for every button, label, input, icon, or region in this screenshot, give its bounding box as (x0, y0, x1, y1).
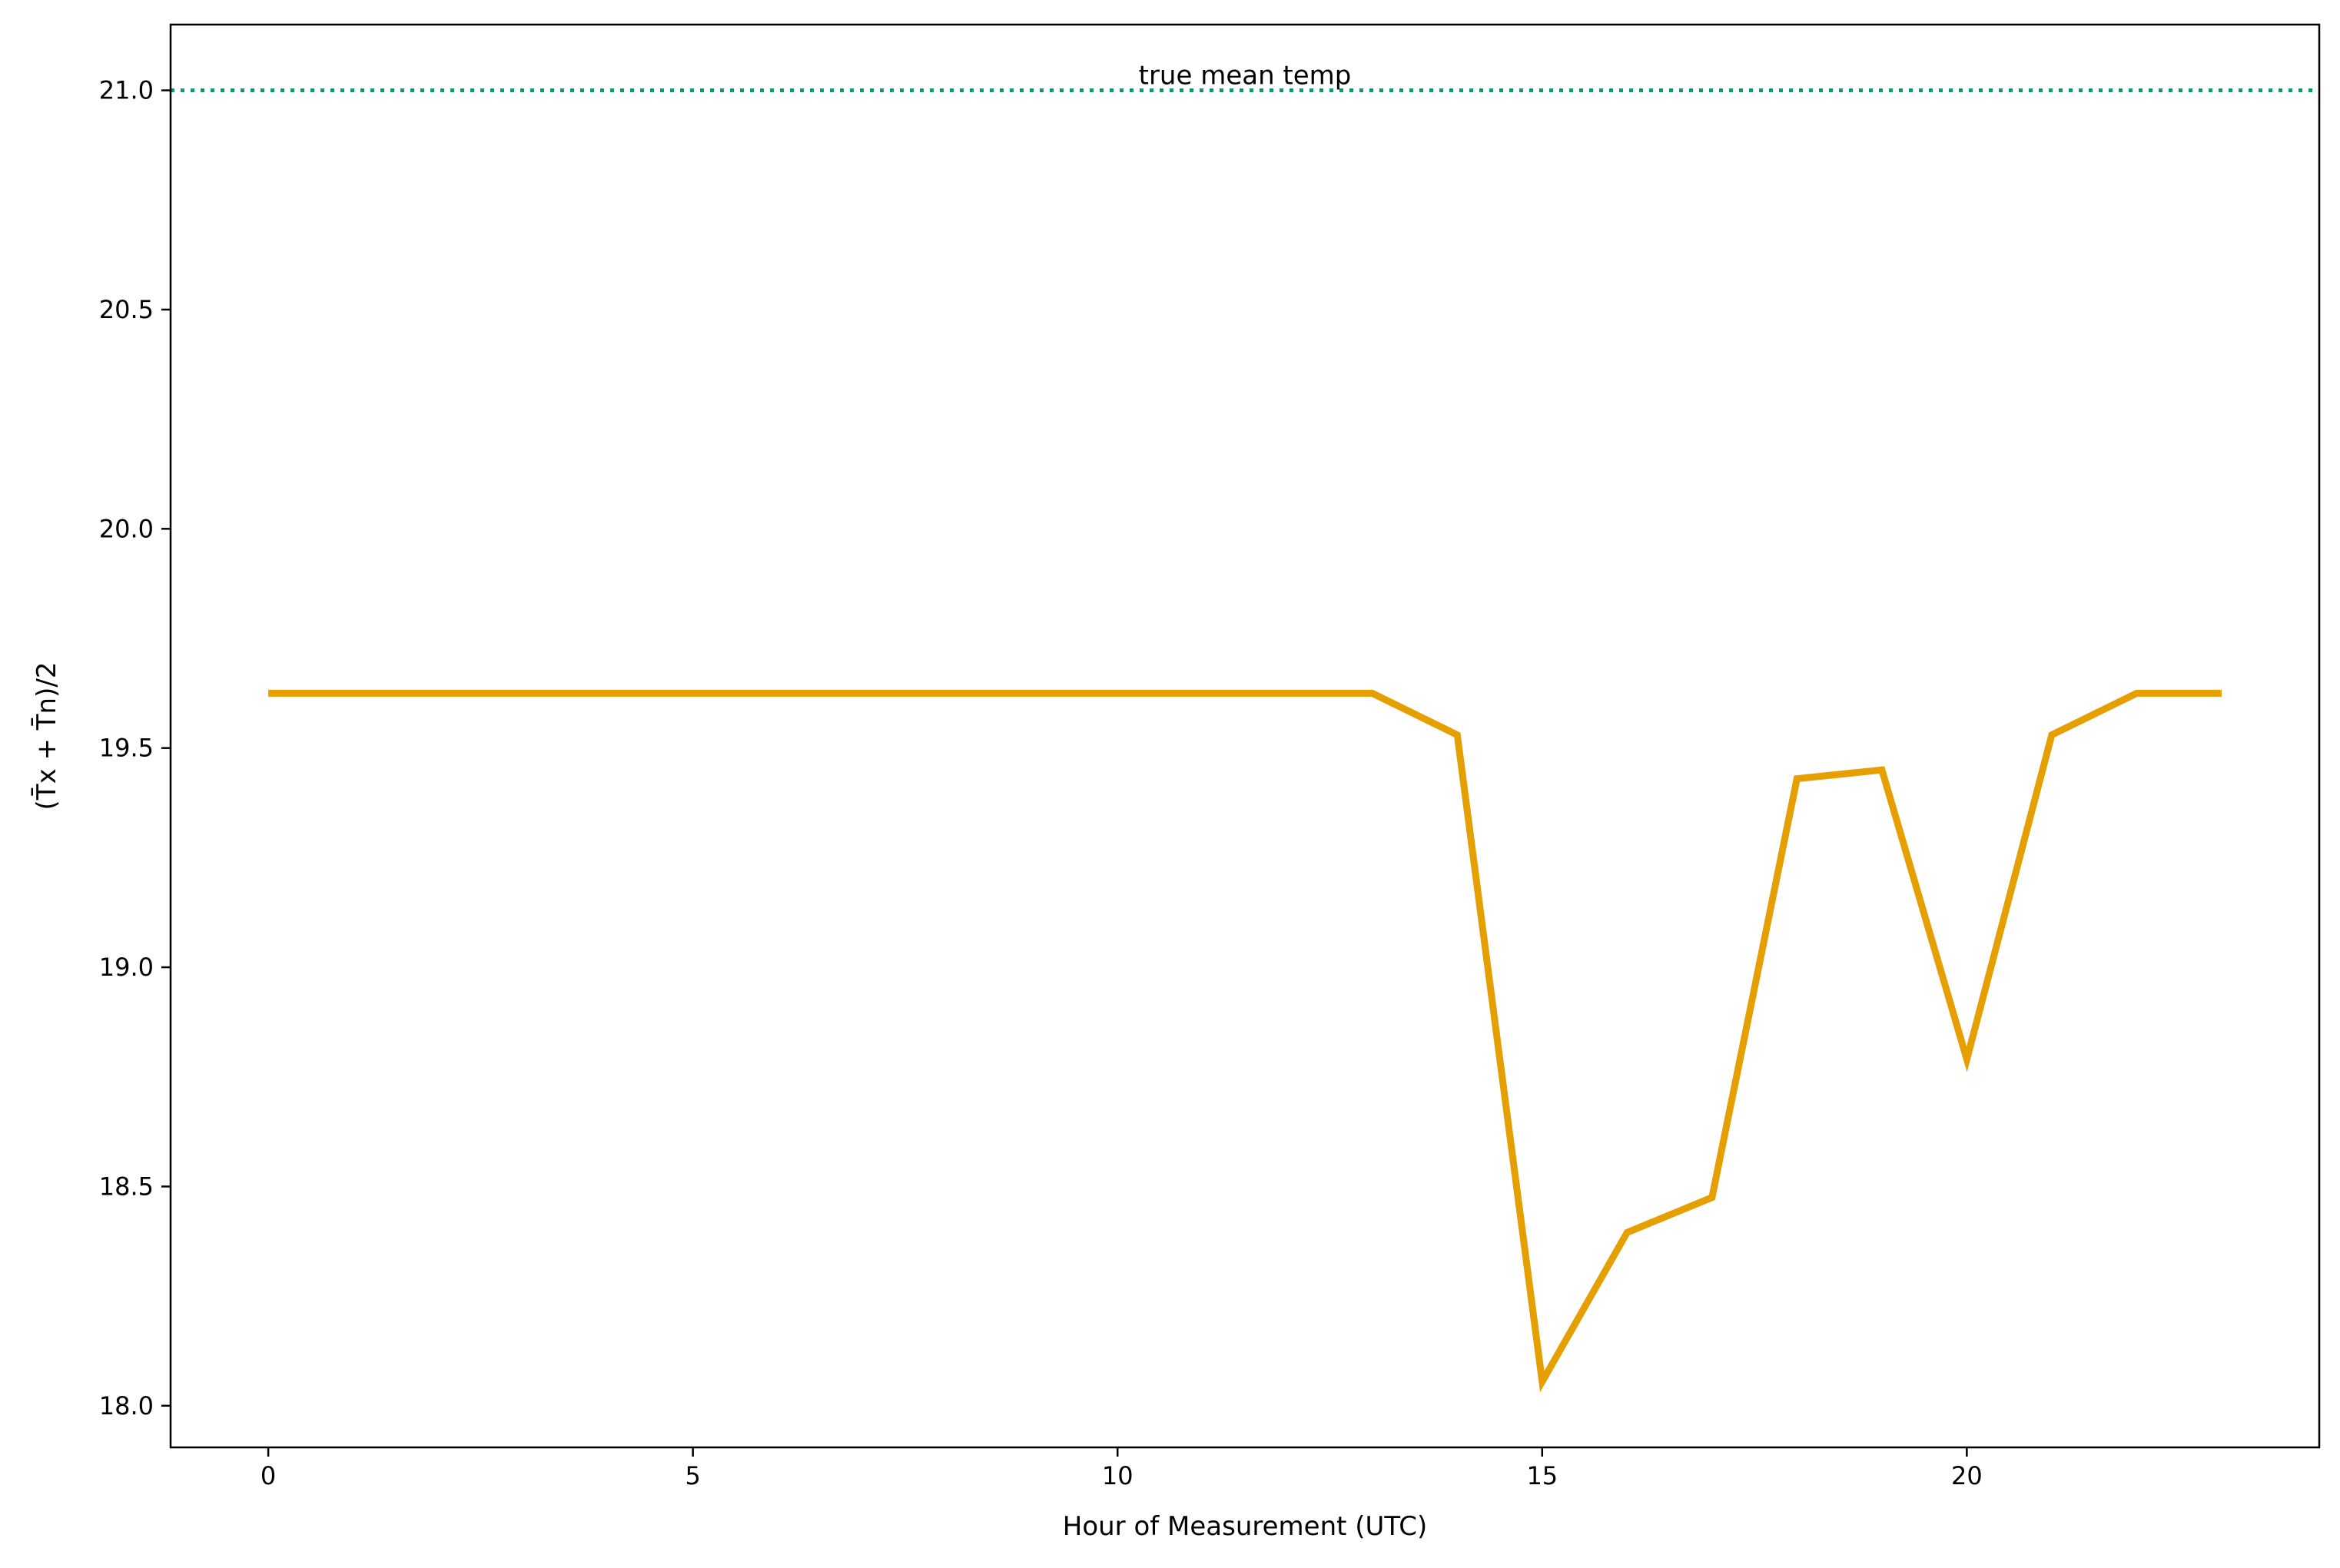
true-mean-temp-label: true mean temp (1139, 61, 1352, 91)
y-tick-label: 18.5 (99, 1172, 154, 1201)
x-axis-ticks: 0 5 10 15 20 (261, 1447, 1983, 1490)
x-tick-label: 5 (685, 1461, 700, 1490)
series-group (268, 689, 2222, 1393)
reference-line-group: true mean temp (171, 61, 2319, 93)
y-tick-label: 20.0 (99, 514, 154, 543)
plot-frame (169, 23, 2321, 1449)
y-tick-label: 21.0 (99, 76, 154, 105)
series-line-0 (268, 689, 2222, 1393)
y-tick-label: 19.5 (99, 734, 154, 763)
y-tick-label: 18.0 (99, 1391, 154, 1420)
y-tick-label: 20.5 (99, 295, 154, 324)
y-tick-label: 19.0 (99, 953, 154, 982)
y-axis-label: (T̄x + T̄n)/2 (31, 662, 62, 811)
x-axis-label: Hour of Measurement (UTC) (1063, 1511, 1427, 1542)
x-tick-label: 20 (1951, 1461, 1983, 1490)
x-tick-label: 0 (261, 1461, 276, 1490)
y-axis-ticks: 18.0 18.5 19.0 19.5 20.0 20.5 21.0 (99, 76, 171, 1420)
x-tick-label: 15 (1526, 1461, 1558, 1490)
x-tick-label: 10 (1102, 1461, 1133, 1490)
